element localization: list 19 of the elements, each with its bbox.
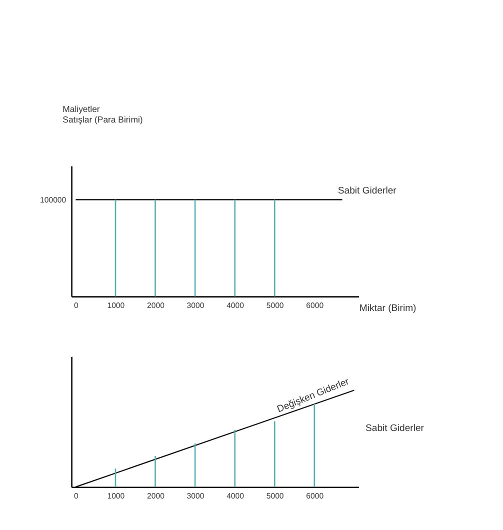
x-tick-label: 5000 <box>266 301 284 310</box>
text: Sabit Giderler <box>366 422 425 434</box>
x-tick-label: 5000 <box>266 492 284 501</box>
x-tick-label: 4000 <box>226 301 245 310</box>
x-tick-label: 2000 <box>147 301 166 310</box>
x-tick-label: 3000 <box>186 301 205 310</box>
x-tick-label: 0 <box>74 301 79 310</box>
x-tick-label: 6000 <box>306 301 324 310</box>
series-label: Sabit Giderler <box>338 186 398 197</box>
x-tick-label: 1000 <box>107 492 126 501</box>
x-axis-title: Miktar (Birim) <box>359 303 416 314</box>
x-tick-label: 1000 <box>107 301 126 310</box>
x-tick-label: 0 <box>74 492 79 501</box>
x-tick-label: 6000 <box>306 492 324 501</box>
text: 100000 <box>40 195 67 204</box>
y-axis-title: Maliyetler Satışlar (Para Birimi) <box>62 104 143 124</box>
x-tick-label: 2000 <box>147 492 166 501</box>
x-tick-label: 3000 <box>186 492 205 501</box>
x-tick-label: 4000 <box>226 492 245 501</box>
